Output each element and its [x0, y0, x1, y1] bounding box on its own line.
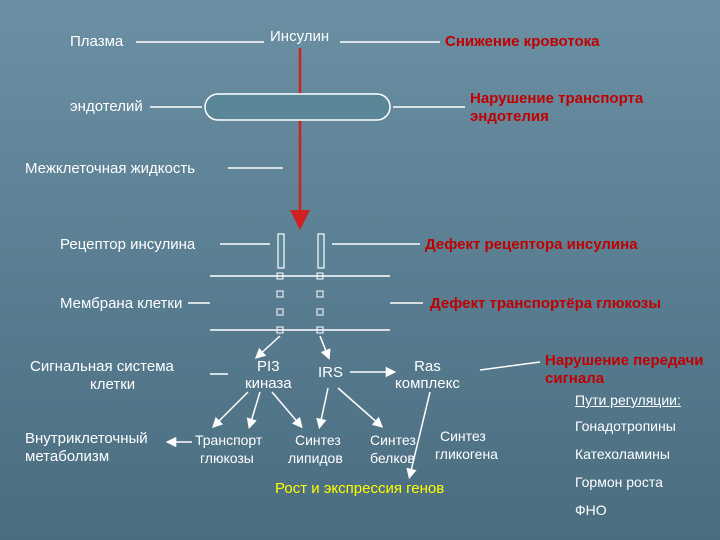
label-plasma: Плазма	[70, 33, 123, 50]
membrane-dots	[277, 273, 323, 333]
box-pi3: PI3 киназа	[245, 358, 292, 392]
label-signal1: Сигнальная система	[30, 358, 174, 375]
label-signal2: клетки	[90, 376, 135, 393]
pi3-line2: киназа	[245, 375, 292, 392]
box-irs: IRS	[318, 364, 343, 381]
label-prot2: белков	[370, 450, 415, 466]
ras-line1: Ras	[395, 358, 460, 375]
ras-line2: комплекс	[395, 375, 460, 392]
label-metab2: метаболизм	[25, 448, 109, 465]
label-glutdef: Дефект транспортёра глюкозы	[430, 295, 661, 312]
receptor-bar	[278, 234, 284, 268]
label-endotrans1: Нарушение транспорта	[470, 90, 643, 107]
label-lip2: липидов	[288, 450, 343, 466]
label-prot1: Синтез	[370, 432, 416, 448]
label-recdef: Дефект рецептора инсулина	[425, 236, 638, 253]
label-glyc2: гликогена	[435, 446, 498, 462]
label-bloodflow: Снижение кровотока	[445, 33, 600, 50]
label-receptor: Рецептор инсулина	[60, 236, 195, 253]
label-sigdef2: сигнала	[545, 370, 604, 387]
label-sigdef1: Нарушение передачи	[545, 352, 703, 369]
label-endothelium: эндотелий	[70, 98, 143, 115]
endothelium-shape	[205, 94, 390, 120]
reg-title: Пути регуляции:	[575, 392, 681, 408]
label-insulin: Инсулин	[270, 28, 329, 45]
receptor-bar	[318, 234, 324, 268]
reg-i2: Катехоламины	[575, 446, 670, 462]
label-endotrans2: эндотелия	[470, 108, 549, 125]
label-lip1: Синтез	[295, 432, 341, 448]
label-glu1: Транспорт	[195, 432, 262, 448]
label-growth: Рост и экспрессия генов	[275, 480, 444, 497]
label-glu2: глюкозы	[200, 450, 254, 466]
reg-i3: Гормон роста	[575, 474, 663, 490]
label-glyc1: Синтез	[440, 428, 486, 444]
label-intercellular: Межклеточная жидкость	[25, 160, 195, 177]
box-ras: Ras комплекс	[395, 358, 460, 392]
pi3-line1: PI3	[245, 358, 292, 375]
reg-i1: Гонадотропины	[575, 418, 676, 434]
reg-i4: ФНО	[575, 502, 607, 518]
label-membrane: Мембрана клетки	[60, 295, 182, 312]
label-metab1: Внутриклеточный	[25, 430, 148, 447]
